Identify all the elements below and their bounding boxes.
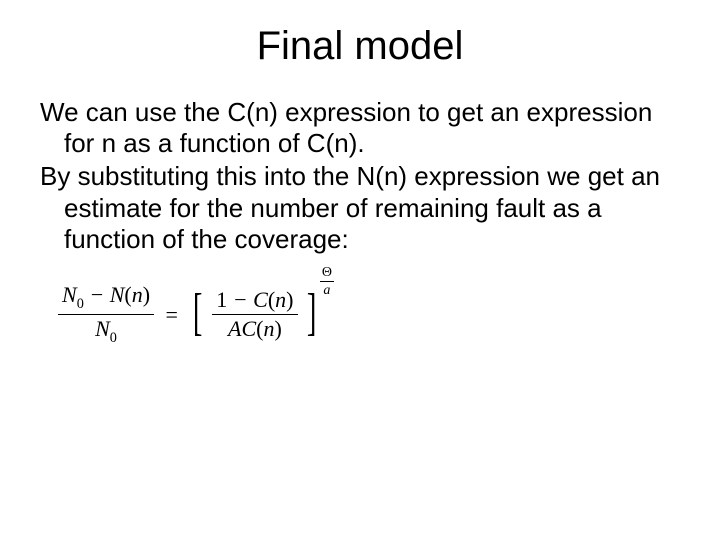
var-n-rhs1: n bbox=[275, 287, 286, 312]
formula: N0 − N(n) N0 = [ 1 − C(n) AC(n) ] Θ a bbox=[58, 283, 680, 346]
exponent-fraction: Θ a bbox=[320, 265, 334, 299]
const-1: 1 bbox=[216, 287, 227, 312]
minus-sign-rhs: − bbox=[227, 287, 253, 312]
slide-title: Final model bbox=[40, 24, 680, 69]
paren-close: ) bbox=[143, 282, 150, 307]
var-N0-N-den: N bbox=[95, 316, 110, 341]
var-n-rhs2: n bbox=[263, 316, 274, 341]
paragraph-2: By substituting this into the N(n) expre… bbox=[40, 161, 680, 255]
var-Nn-N: N bbox=[110, 282, 125, 307]
body-text: We can use the C(n) expression to get an… bbox=[40, 97, 680, 255]
left-bracket-icon: [ bbox=[193, 287, 203, 339]
lhs-denominator: N0 bbox=[58, 315, 154, 346]
var-N0-sub-den: 0 bbox=[110, 330, 117, 346]
rhs-fraction: 1 − C(n) AC(n) bbox=[212, 288, 297, 341]
minus-sign: − bbox=[84, 282, 110, 307]
var-n: n bbox=[132, 282, 143, 307]
paren-close-rhs2: ) bbox=[274, 316, 281, 341]
exponent: Θ a bbox=[320, 265, 334, 299]
rhs-denominator: AC(n) bbox=[212, 315, 297, 341]
paren-close-rhs1: ) bbox=[286, 287, 293, 312]
var-N0-sub: 0 bbox=[77, 296, 84, 312]
lhs-numerator: N0 − N(n) bbox=[58, 283, 154, 315]
rhs-numerator: 1 − C(n) bbox=[212, 288, 297, 315]
rhs-bracket-group: [ 1 − C(n) AC(n) ] bbox=[189, 288, 320, 341]
paragraph-1: We can use the C(n) expression to get an… bbox=[40, 97, 680, 159]
var-Cn-C: C bbox=[253, 287, 268, 312]
slide: Final model We can use the C(n) expressi… bbox=[0, 0, 720, 540]
right-bracket-icon: ] bbox=[307, 287, 317, 339]
var-Cn-C-den: C bbox=[241, 316, 256, 341]
lhs-fraction: N0 − N(n) N0 bbox=[58, 283, 154, 346]
var-A: A bbox=[228, 316, 241, 341]
exp-a: a bbox=[320, 282, 334, 298]
equals-sign: = bbox=[160, 302, 184, 328]
var-N0-N: N bbox=[62, 282, 77, 307]
paren-open: ( bbox=[124, 282, 131, 307]
exp-theta: Θ bbox=[320, 265, 334, 282]
